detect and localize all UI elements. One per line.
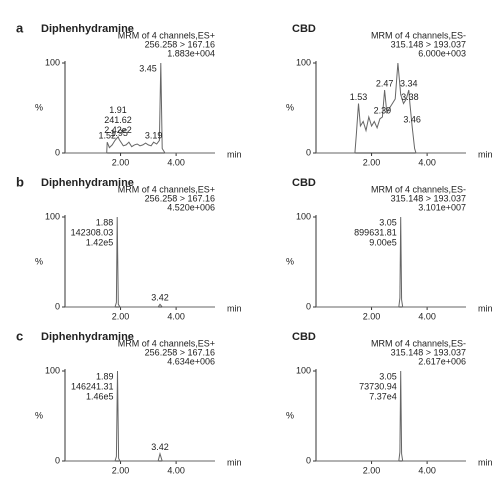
peak-label: 1.52 (98, 131, 116, 141)
y-tick-label: 100 (296, 57, 311, 67)
peak-label: 3.19 (145, 131, 163, 141)
peak-label: 3.38 (401, 92, 419, 102)
x-tick-label: 2.00 (112, 311, 130, 321)
x-tick-label: 4.00 (167, 311, 185, 321)
y-axis-label: % (35, 102, 43, 112)
x-axis-label: min (227, 303, 242, 313)
y-tick-label: 100 (296, 211, 311, 221)
y-tick-label: 0 (306, 147, 311, 157)
chart-title: Diphenhydramine (41, 331, 134, 343)
y-tick-label: 0 (306, 301, 311, 311)
info-line: 2.617e+006 (418, 356, 466, 366)
info-line: MRM of 4 channels,ES- (371, 338, 466, 348)
trace (316, 216, 466, 308)
peak-label: 7.37e4 (369, 391, 397, 401)
peak-label: 1.42e5 (86, 237, 114, 247)
y-axis-label: % (286, 256, 294, 266)
y-tick-label: 100 (45, 57, 60, 67)
trace (65, 370, 215, 462)
x-tick-label: 4.00 (167, 157, 185, 167)
x-tick-label: 2.00 (363, 311, 381, 321)
x-tick-label: 2.00 (112, 157, 130, 167)
x-axis-label: min (227, 149, 242, 159)
trace (316, 370, 466, 462)
info-line: 315.148 > 193.037 (391, 39, 466, 49)
info-line: 315.148 > 193.037 (391, 347, 466, 357)
peak-label: 1.53 (350, 92, 368, 102)
peak-label: 1.89 (96, 371, 114, 381)
info-line: 256.258 > 167.16 (145, 347, 215, 357)
x-tick-label: 2.00 (363, 465, 381, 475)
info-line: 4.520e+006 (167, 202, 215, 212)
y-tick-label: 100 (296, 365, 311, 375)
y-tick-label: 0 (55, 147, 60, 157)
peak-label: 1.88 (96, 217, 114, 227)
peak-label: 73730.94 (359, 381, 397, 391)
panel-label: b (16, 174, 24, 189)
info-line: MRM of 4 channels,ES+ (118, 30, 215, 40)
y-tick-label: 0 (306, 455, 311, 465)
info-line: 3.101e+007 (418, 202, 466, 212)
info-line: 256.258 > 167.16 (145, 193, 215, 203)
info-line: 6.000e+003 (418, 48, 466, 58)
info-line: 315.148 > 193.037 (391, 193, 466, 203)
peak-label: 2.42e2 (104, 125, 132, 135)
peak-label: 899631.81 (354, 227, 397, 237)
peak-label: 146241.31 (71, 381, 114, 391)
x-tick-label: 4.00 (418, 311, 436, 321)
y-tick-label: 0 (55, 455, 60, 465)
info-line: 1.883e+004 (167, 48, 215, 58)
peak-label: 1.46e5 (86, 391, 114, 401)
peak-label: 142308.03 (71, 227, 114, 237)
peak-label: 3.34 (400, 78, 418, 88)
panel-label: c (16, 328, 23, 343)
info-line: MRM of 4 channels,ES+ (118, 184, 215, 194)
x-axis-label: min (478, 457, 493, 467)
peak-label: 1.91 (109, 105, 127, 115)
y-axis-label: % (286, 102, 294, 112)
x-axis-label: min (227, 457, 242, 467)
info-line: 4.634e+006 (167, 356, 215, 366)
peak-label: 2.47 (376, 78, 394, 88)
peak-label: 3.05 (379, 217, 397, 227)
info-line: 256.258 > 167.16 (145, 39, 215, 49)
chart-title: Diphenhydramine (41, 23, 134, 35)
trace (65, 62, 215, 154)
peak-label: 3.42 (151, 293, 169, 303)
peak-label: 9.00e5 (369, 237, 397, 247)
peak-label: 241.62 (104, 115, 132, 125)
y-tick-label: 100 (45, 365, 60, 375)
panel-label: a (16, 20, 24, 35)
x-tick-label: 2.00 (112, 465, 130, 475)
x-axis-label: min (478, 149, 493, 159)
peak-label: 3.05 (379, 371, 397, 381)
peak-label: 3.45 (139, 63, 157, 73)
trace (316, 62, 466, 154)
y-tick-label: 0 (55, 301, 60, 311)
info-line: MRM of 4 channels,ES- (371, 30, 466, 40)
peak-label: 3.42 (151, 442, 169, 452)
trace (65, 216, 215, 308)
y-axis-label: % (35, 410, 43, 420)
chart-title: CBD (292, 177, 316, 189)
info-line: MRM of 4 channels,ES+ (118, 338, 215, 348)
peak-label: 2.39 (374, 105, 392, 115)
y-tick-label: 100 (45, 211, 60, 221)
x-tick-label: 4.00 (167, 465, 185, 475)
x-tick-label: 2.00 (363, 157, 381, 167)
y-axis-label: % (286, 410, 294, 420)
x-tick-label: 4.00 (418, 157, 436, 167)
info-line: MRM of 4 channels,ES- (371, 184, 466, 194)
chart-title: CBD (292, 331, 316, 343)
x-axis-label: min (478, 303, 493, 313)
peak-label: 3.46 (403, 114, 421, 124)
chart-title: CBD (292, 23, 316, 35)
y-axis-label: % (35, 256, 43, 266)
x-tick-label: 4.00 (418, 465, 436, 475)
chart-title: Diphenhydramine (41, 177, 134, 189)
peak-label: 1.95 (110, 128, 128, 138)
